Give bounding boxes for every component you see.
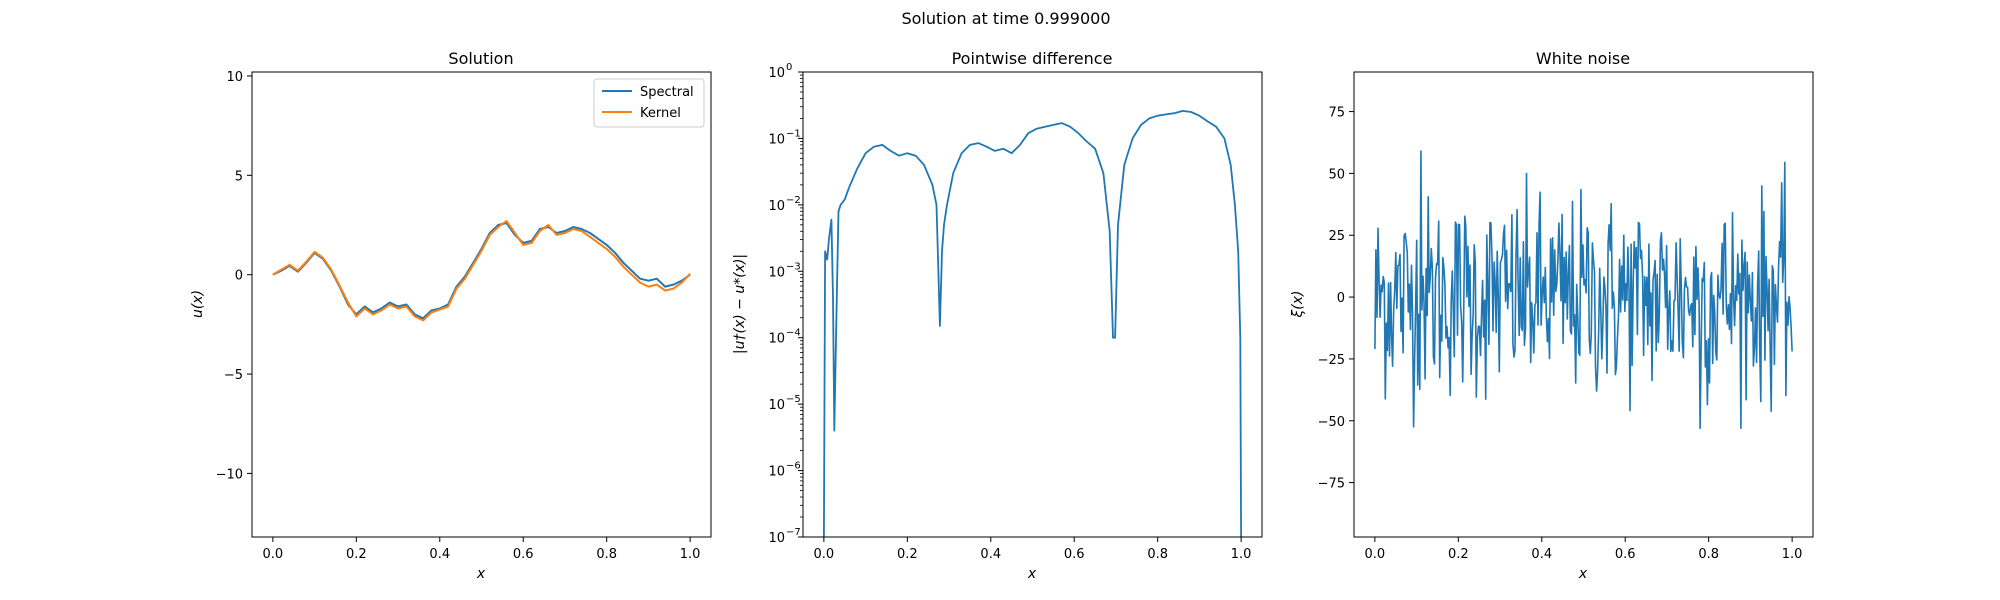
y-tick-label: 10 — [768, 332, 785, 347]
panel-title-noise: White noise — [1536, 49, 1630, 68]
x-tick-label: 0.8 — [1698, 547, 1719, 562]
x-tick-label: 0.6 — [1064, 547, 1085, 562]
panel-white-noise: White noise 0.0 0.2 0.4 0.6 0.8 1.0 −75 −50 −25 0… — [1290, 49, 1814, 582]
ylabel-noise: ξ(x) — [1290, 290, 1306, 318]
y-tick-label: −50 — [1318, 415, 1345, 430]
panel-pointwise-difference: Pointwise difference 0.0 0.2 0.4 0.6 0.8 1.0 1… — [732, 49, 1263, 582]
xlabel-solution: x — [476, 566, 486, 582]
panel-title-solution: Solution — [448, 49, 513, 68]
y-tick-label: 5 — [235, 169, 243, 184]
x-tick-label: 1.0 — [1782, 547, 1803, 562]
series-line-difference — [823, 110, 1242, 538]
y-tick-label: −5 — [224, 368, 243, 383]
ylabel-solution: u(x) — [190, 290, 206, 318]
x-tick-label: 0.6 — [1615, 547, 1636, 562]
ylabel-difference: |u†(x) − u*(x)| — [732, 254, 748, 354]
xlabel-noise: x — [1578, 566, 1588, 582]
y-tick-exponent: −3 — [786, 261, 801, 272]
y-tick-label: 0 — [1337, 291, 1345, 306]
y-tick-label: 10 — [768, 398, 785, 413]
y-tick-label: −75 — [1318, 477, 1345, 492]
x-tick-label: 0.4 — [429, 547, 450, 562]
y-tick-label: 50 — [1328, 167, 1345, 182]
x-tick-label: 0.0 — [814, 547, 835, 562]
y-tick-label: 10 — [768, 199, 785, 214]
axes-frame-noise — [1353, 71, 1814, 538]
axes-frame-difference — [802, 71, 1263, 538]
x-tick-label: 0.0 — [263, 547, 284, 562]
x-tick-label: 1.0 — [1231, 547, 1252, 562]
x-tick-label: 0.4 — [980, 547, 1001, 562]
y-tick-label: 10 — [768, 265, 785, 280]
y-tick-label: 10 — [226, 70, 243, 85]
y-tick-exponent: −7 — [786, 527, 801, 538]
y-tick-label: 10 — [768, 132, 785, 147]
legend: Spectral Kernel — [593, 78, 705, 128]
panel-title-difference: Pointwise difference — [952, 49, 1113, 68]
x-tick-label: 1.0 — [680, 547, 701, 562]
y-tick-exponent: 0 — [786, 62, 792, 73]
x-tick-label: 0.6 — [513, 547, 534, 562]
y-tick-exponent: −2 — [786, 195, 801, 206]
panel-solution: Solution 0.0 0.2 0.4 0.6 0.8 1.0 −10 −5 0 5 10 x u… — [190, 49, 712, 582]
y-tick-label: 10 — [768, 531, 785, 546]
x-tick-label: 0.8 — [596, 547, 617, 562]
xlabel-difference: x — [1027, 566, 1037, 582]
y-tick-label: 10 — [768, 66, 785, 81]
x-tick-label: 0.2 — [346, 547, 367, 562]
y-tick-label: −25 — [1318, 353, 1345, 368]
y-tick-label: 75 — [1328, 106, 1345, 121]
series-line-noise — [1374, 150, 1793, 430]
x-tick-label: 0.8 — [1147, 547, 1168, 562]
x-tick-label: 0.0 — [1365, 547, 1386, 562]
y-tick-exponent: −5 — [786, 394, 801, 405]
x-tick-label: 0.2 — [897, 547, 918, 562]
figure-title: Solution at time 0.999000 — [901, 9, 1110, 28]
y-tick-exponent: −6 — [786, 461, 801, 472]
axes-frame-solution — [251, 71, 712, 538]
y-tick-exponent: −4 — [786, 328, 801, 339]
y-tick-label: 10 — [768, 465, 785, 480]
x-tick-label: 0.4 — [1531, 547, 1552, 562]
legend-label-spectral: Spectral — [640, 85, 694, 100]
y-tick-label: 0 — [235, 269, 243, 284]
legend-label-kernel: Kernel — [640, 106, 681, 121]
y-tick-label: −10 — [216, 467, 243, 482]
y-tick-exponent: −1 — [786, 128, 801, 139]
y-tick-label: 25 — [1328, 229, 1345, 244]
x-tick-label: 0.2 — [1448, 547, 1469, 562]
series-line-kernel — [272, 220, 691, 322]
